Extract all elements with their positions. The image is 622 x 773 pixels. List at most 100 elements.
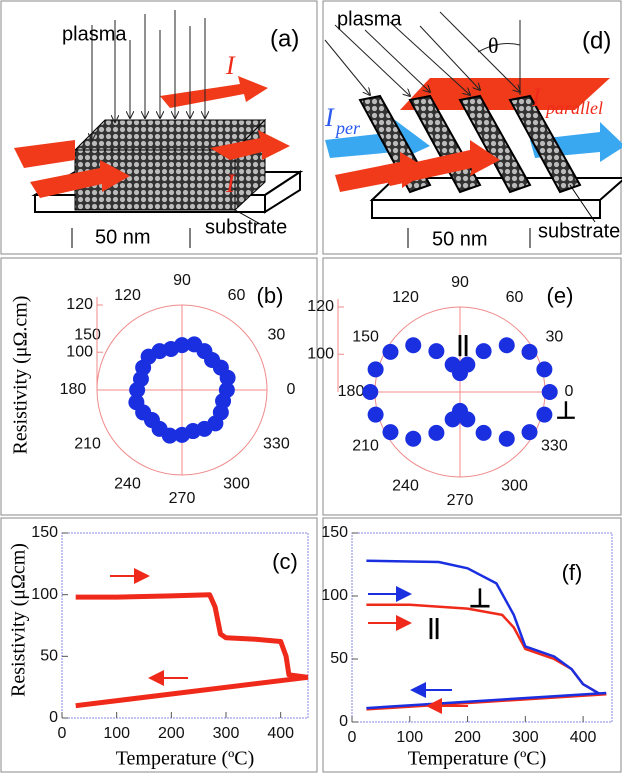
current-label: I xyxy=(531,83,542,112)
x-tick-label: 200 xyxy=(158,725,185,742)
x-tick-label: 200 xyxy=(454,729,481,746)
diagram-d xyxy=(324,11,622,248)
x-tick-label: 400 xyxy=(267,725,294,742)
angle-tick-label: 180 xyxy=(60,381,87,398)
data-line xyxy=(75,674,309,709)
r-tick-label: 120 xyxy=(307,298,334,315)
r-tick-label: 120 xyxy=(66,296,93,313)
angle-tick-label: 60 xyxy=(228,287,246,304)
data-point xyxy=(129,382,146,398)
panel-label: (d) xyxy=(582,27,611,54)
data-point xyxy=(444,356,461,373)
data-line xyxy=(366,693,607,711)
y-axis-label: Resistivity (μΩcm) xyxy=(8,543,30,697)
x-tick-label: 300 xyxy=(512,729,539,746)
current-label: I xyxy=(225,169,236,198)
data-point xyxy=(475,343,492,360)
y-tick-label: 150 xyxy=(31,524,58,541)
panel-label: (a) xyxy=(270,25,299,52)
data-line xyxy=(366,691,607,710)
diagram-a xyxy=(14,10,304,248)
annotation: ⊥ xyxy=(469,583,492,613)
data-point xyxy=(215,392,232,409)
annotation: ⊥ xyxy=(556,397,577,424)
scale-label: 50 nm xyxy=(432,228,488,250)
data-point xyxy=(541,384,558,400)
angle-tick-label: 330 xyxy=(263,436,290,453)
x-axis-label: Temperature (ºC) xyxy=(116,748,255,770)
x-tick-label: 0 xyxy=(58,725,67,742)
angle-tick-label: 60 xyxy=(506,289,524,306)
angle-tick-label: 240 xyxy=(114,476,141,493)
current-label: I xyxy=(324,103,335,132)
angle-tick-label: 270 xyxy=(169,490,196,507)
y-tick-label: 100 xyxy=(321,587,348,604)
y-axis-label: Resistivity (μΩ.cm) xyxy=(10,296,32,455)
angle-tick-label: 30 xyxy=(545,329,563,346)
angle-tick-label: 330 xyxy=(541,438,568,455)
plasma-label: plasma xyxy=(337,8,402,30)
angle-tick-label: 180 xyxy=(338,383,365,400)
angle-tick-label: 150 xyxy=(352,329,379,346)
data-point xyxy=(521,424,538,441)
angle-tick-label: 150 xyxy=(74,327,101,344)
data-point xyxy=(475,424,492,441)
panel-label: (e) xyxy=(547,283,574,308)
panel-label: (c) xyxy=(272,549,298,574)
angle-tick-label: 210 xyxy=(74,436,101,453)
x-tick-label: 300 xyxy=(213,725,240,742)
data-point xyxy=(536,406,553,423)
angle-tick-label: 210 xyxy=(352,438,379,455)
data-point xyxy=(367,406,384,423)
data-point xyxy=(405,337,422,354)
data-point xyxy=(459,411,476,428)
angle-tick-label: 0 xyxy=(565,383,574,400)
y-tick-label: 0 xyxy=(339,713,348,730)
scale-label: 50 nm xyxy=(95,226,151,248)
x-axis-label: Temperature (ºC) xyxy=(408,748,547,770)
data-point xyxy=(405,430,422,447)
data-point xyxy=(382,424,399,441)
x-tick-label: 100 xyxy=(396,729,423,746)
plot-frame xyxy=(61,532,309,719)
angle-tick-label: 300 xyxy=(501,478,528,495)
data-point xyxy=(367,361,384,378)
x-tick-label: 0 xyxy=(348,729,357,746)
angle-tick-label: 240 xyxy=(392,478,419,495)
plasma-label: plasma xyxy=(62,23,127,45)
x-tick-label: 100 xyxy=(103,725,130,742)
data-point xyxy=(521,343,538,360)
y-tick-label: 50 xyxy=(40,648,58,665)
data-point xyxy=(428,424,445,441)
x-tick-label: 400 xyxy=(570,729,597,746)
r-tick-label: 100 xyxy=(307,345,334,362)
annotation: || xyxy=(457,331,469,356)
data-point xyxy=(536,361,553,378)
angle-tick-label: 120 xyxy=(392,289,419,306)
annotation: || xyxy=(428,614,440,639)
data-point xyxy=(186,336,203,353)
angle-tick-label: 120 xyxy=(114,287,141,304)
substrate-label: substrate xyxy=(205,216,287,238)
y-tick-label: 100 xyxy=(31,586,58,603)
data-line xyxy=(366,559,607,696)
substrate-label: substrate xyxy=(538,220,620,242)
data-point xyxy=(161,427,178,444)
angle-tick-label: 30 xyxy=(267,327,285,344)
data-line xyxy=(366,603,607,696)
data-point xyxy=(362,384,379,400)
data-point xyxy=(382,343,399,360)
panel-label: (b) xyxy=(257,283,284,308)
y-tick-label: 50 xyxy=(330,650,348,667)
angle-tick-label: 300 xyxy=(223,476,250,493)
data-point xyxy=(498,337,515,354)
r-tick-label: 100 xyxy=(66,343,93,360)
current-subscript: parallel xyxy=(544,98,603,118)
angle-label: θ xyxy=(488,33,499,58)
y-tick-label: 0 xyxy=(49,709,58,726)
angle-tick-label: 270 xyxy=(447,492,474,509)
current-subscript: per xyxy=(334,118,361,138)
y-tick-label: 150 xyxy=(321,524,348,541)
